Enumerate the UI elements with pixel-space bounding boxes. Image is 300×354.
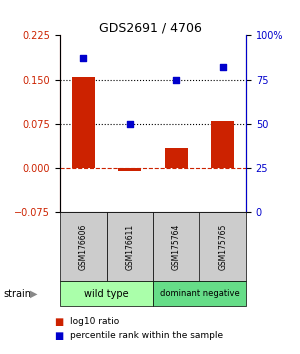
Bar (211, 121, 234, 168)
Text: ■: ■ (54, 331, 63, 341)
Text: dominant negative: dominant negative (160, 289, 239, 298)
Text: percentile rank within the sample: percentile rank within the sample (70, 331, 224, 340)
Text: strain: strain (3, 289, 31, 299)
Text: wild type: wild type (84, 289, 129, 299)
Text: GDS2691 / 4706: GDS2691 / 4706 (99, 21, 201, 34)
Point (174, 77, 179, 82)
Text: ■: ■ (54, 317, 63, 327)
Bar (72, 77, 95, 168)
Text: ▶: ▶ (30, 289, 38, 299)
Point (220, 64, 225, 70)
Text: GSM175764: GSM175764 (172, 224, 181, 270)
Bar (165, 148, 188, 168)
Bar (118, 168, 141, 171)
Text: GSM176606: GSM176606 (79, 224, 88, 270)
Point (128, 121, 132, 127)
Text: log10 ratio: log10 ratio (70, 317, 120, 326)
Text: GSM176611: GSM176611 (125, 224, 134, 270)
Text: GSM175765: GSM175765 (218, 224, 227, 270)
Point (81, 56, 86, 61)
